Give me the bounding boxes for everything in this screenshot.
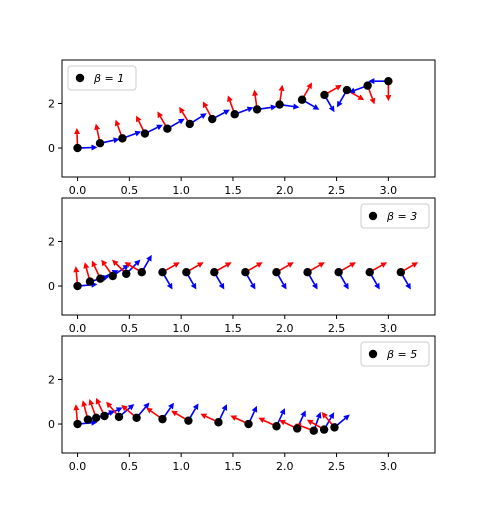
data-point bbox=[108, 271, 117, 281]
data-point bbox=[210, 268, 219, 277]
legend-label: β = 5 bbox=[386, 348, 417, 361]
x-tick-label: 0.5 bbox=[121, 322, 139, 335]
data-point bbox=[365, 268, 374, 277]
y-tick-label: 2 bbox=[48, 235, 55, 248]
data-point bbox=[73, 143, 82, 153]
data-point bbox=[73, 419, 82, 429]
x-tick-label: 2.0 bbox=[276, 184, 294, 197]
data-point bbox=[182, 268, 191, 277]
data-point bbox=[309, 426, 318, 435]
data-point bbox=[363, 81, 372, 90]
data-point bbox=[272, 268, 281, 277]
data-point bbox=[230, 110, 239, 119]
x-tick-label: 1.0 bbox=[172, 460, 190, 473]
data-point bbox=[342, 85, 352, 95]
x-tick-label: 1.5 bbox=[224, 184, 242, 197]
legend: β = 3 bbox=[360, 203, 430, 229]
subplot-2: 0.0 0.5 1.0 1.5 2.0 2.5 3.0 0 2 β = 3 bbox=[48, 197, 436, 335]
data-point bbox=[132, 413, 141, 422]
legend: β = 1 bbox=[67, 65, 137, 91]
data-point bbox=[100, 411, 109, 421]
data-point bbox=[272, 422, 281, 431]
x-tick-label: 1.5 bbox=[224, 322, 242, 335]
axes-frame bbox=[61, 197, 436, 316]
data-point bbox=[292, 424, 302, 433]
legend: β = 5 bbox=[360, 341, 430, 367]
data-point bbox=[114, 412, 124, 422]
x-tick-label: 2.5 bbox=[328, 460, 346, 473]
data-point bbox=[330, 423, 339, 432]
axes-frame bbox=[61, 59, 436, 178]
data-point bbox=[320, 90, 329, 100]
data-point bbox=[140, 129, 150, 138]
legend-marker bbox=[368, 349, 378, 359]
data-point bbox=[396, 268, 406, 277]
x-tick-label: 0.5 bbox=[121, 184, 139, 197]
data-point bbox=[319, 425, 329, 434]
axes-frame bbox=[61, 335, 436, 454]
series-marks bbox=[73, 397, 350, 435]
x-tick-label: 0.0 bbox=[69, 322, 87, 335]
data-point bbox=[83, 415, 93, 424]
x-tick-label: 3.0 bbox=[380, 460, 398, 473]
y-tick-label: 0 bbox=[48, 280, 55, 293]
data-point bbox=[158, 268, 167, 277]
data-point bbox=[208, 114, 217, 124]
subplot-1: 0.0 0.5 1.0 1.5 2.0 2.5 3.0 0 2 β = 1 bbox=[48, 59, 436, 197]
x-tick-label: 1.0 bbox=[172, 184, 190, 197]
data-point bbox=[91, 413, 101, 422]
y-tick-label: 0 bbox=[48, 142, 55, 155]
y-tick-label: 0 bbox=[48, 418, 55, 431]
data-point bbox=[118, 134, 127, 143]
data-point bbox=[334, 268, 343, 277]
data-point bbox=[241, 268, 250, 277]
data-point bbox=[122, 269, 131, 278]
data-point bbox=[303, 268, 312, 277]
data-point bbox=[384, 76, 393, 86]
data-point bbox=[214, 418, 223, 427]
data-point bbox=[297, 95, 307, 104]
data-point bbox=[185, 119, 194, 129]
legend-label: β = 3 bbox=[386, 210, 417, 223]
data-point bbox=[163, 124, 172, 133]
x-tick-label: 2.0 bbox=[276, 460, 294, 473]
x-tick-label: 1.0 bbox=[172, 322, 190, 335]
x-tick-label: 3.0 bbox=[380, 184, 398, 197]
series-marks bbox=[73, 76, 393, 153]
x-tick-label: 0.0 bbox=[69, 184, 87, 197]
data-point bbox=[244, 419, 253, 429]
y-tick-label: 2 bbox=[48, 373, 55, 386]
series-marks bbox=[73, 254, 419, 291]
x-tick-label: 1.5 bbox=[224, 460, 242, 473]
subplot-3: 0.0 0.5 1.0 1.5 2.0 2.5 3.0 0 2 β = 5 bbox=[48, 335, 436, 473]
data-point bbox=[85, 277, 95, 286]
x-tick-label: 2.5 bbox=[328, 322, 346, 335]
legend-marker bbox=[75, 73, 85, 83]
legend-label: β = 1 bbox=[93, 72, 124, 85]
x-tick-label: 0.5 bbox=[121, 460, 139, 473]
x-tick-label: 0.0 bbox=[69, 460, 87, 473]
x-tick-label: 3.0 bbox=[380, 322, 398, 335]
x-tick-label: 2.0 bbox=[276, 322, 294, 335]
y-tick-label: 2 bbox=[48, 97, 55, 110]
data-point bbox=[73, 281, 82, 291]
data-point bbox=[252, 105, 262, 114]
data-point bbox=[95, 138, 105, 148]
legend-marker bbox=[368, 211, 378, 221]
data-point bbox=[184, 416, 193, 425]
x-tick-label: 2.5 bbox=[328, 184, 346, 197]
data-point bbox=[158, 414, 167, 424]
data-point bbox=[96, 274, 105, 283]
data-point bbox=[275, 100, 284, 109]
data-point bbox=[137, 268, 146, 277]
